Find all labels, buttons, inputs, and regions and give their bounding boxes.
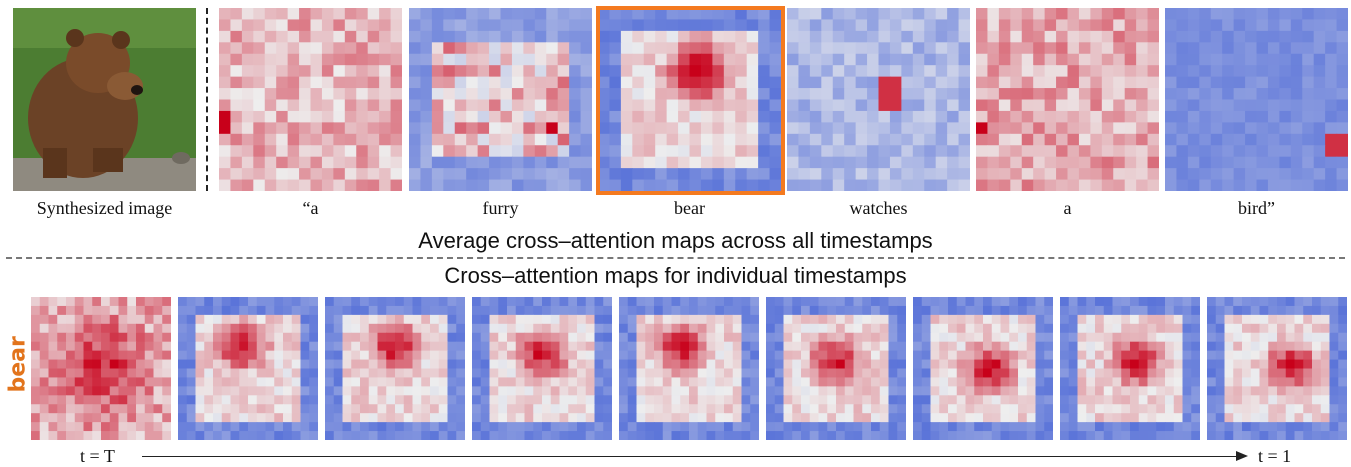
token-label-watches: watches	[849, 198, 908, 218]
timestep-attention-map-1	[31, 297, 171, 440]
average-attention-map-a	[976, 8, 1159, 191]
timestep-attention-map-2	[178, 297, 318, 440]
individual-maps-heading: Cross–attention maps for individual time…	[444, 263, 907, 288]
average-attention-map-a-open	[219, 8, 402, 191]
vertical-divider	[206, 8, 208, 191]
section-divider	[6, 257, 1345, 259]
token-label-furry: furry	[482, 198, 519, 218]
time-arrow-head-icon	[1236, 451, 1248, 461]
synthesized-image-caption: Synthesized image	[36, 198, 173, 218]
timestep-attention-map-4	[472, 297, 612, 440]
token-label-bear: bear	[674, 198, 705, 218]
token-label-bird-close: bird”	[1238, 198, 1275, 218]
bear-row-label: bear	[5, 336, 31, 393]
average-attention-map-furry	[409, 8, 592, 191]
timestep-attention-map-6	[766, 297, 906, 440]
bear-highlight-frame	[596, 6, 785, 195]
timestep-attention-map-7	[913, 297, 1053, 440]
timestep-attention-map-5	[619, 297, 759, 440]
average-maps-heading: Average cross–attention maps across all …	[418, 228, 933, 253]
timestep-attention-map-3	[325, 297, 465, 440]
timestep-attention-map-8	[1060, 297, 1200, 440]
average-attention-map-bear	[598, 8, 781, 191]
time-arrow-line	[142, 456, 1242, 457]
average-attention-map-bird	[1165, 8, 1348, 191]
average-attention-map-watches	[787, 8, 970, 191]
timestep-attention-map-9	[1207, 297, 1347, 440]
synthesized-bear-image	[13, 8, 196, 191]
token-label-a: a	[1063, 198, 1072, 218]
token-label-a-open: “a	[302, 198, 319, 218]
time-start-label: t = T	[80, 446, 115, 466]
time-end-label: t = 1	[1258, 446, 1292, 466]
